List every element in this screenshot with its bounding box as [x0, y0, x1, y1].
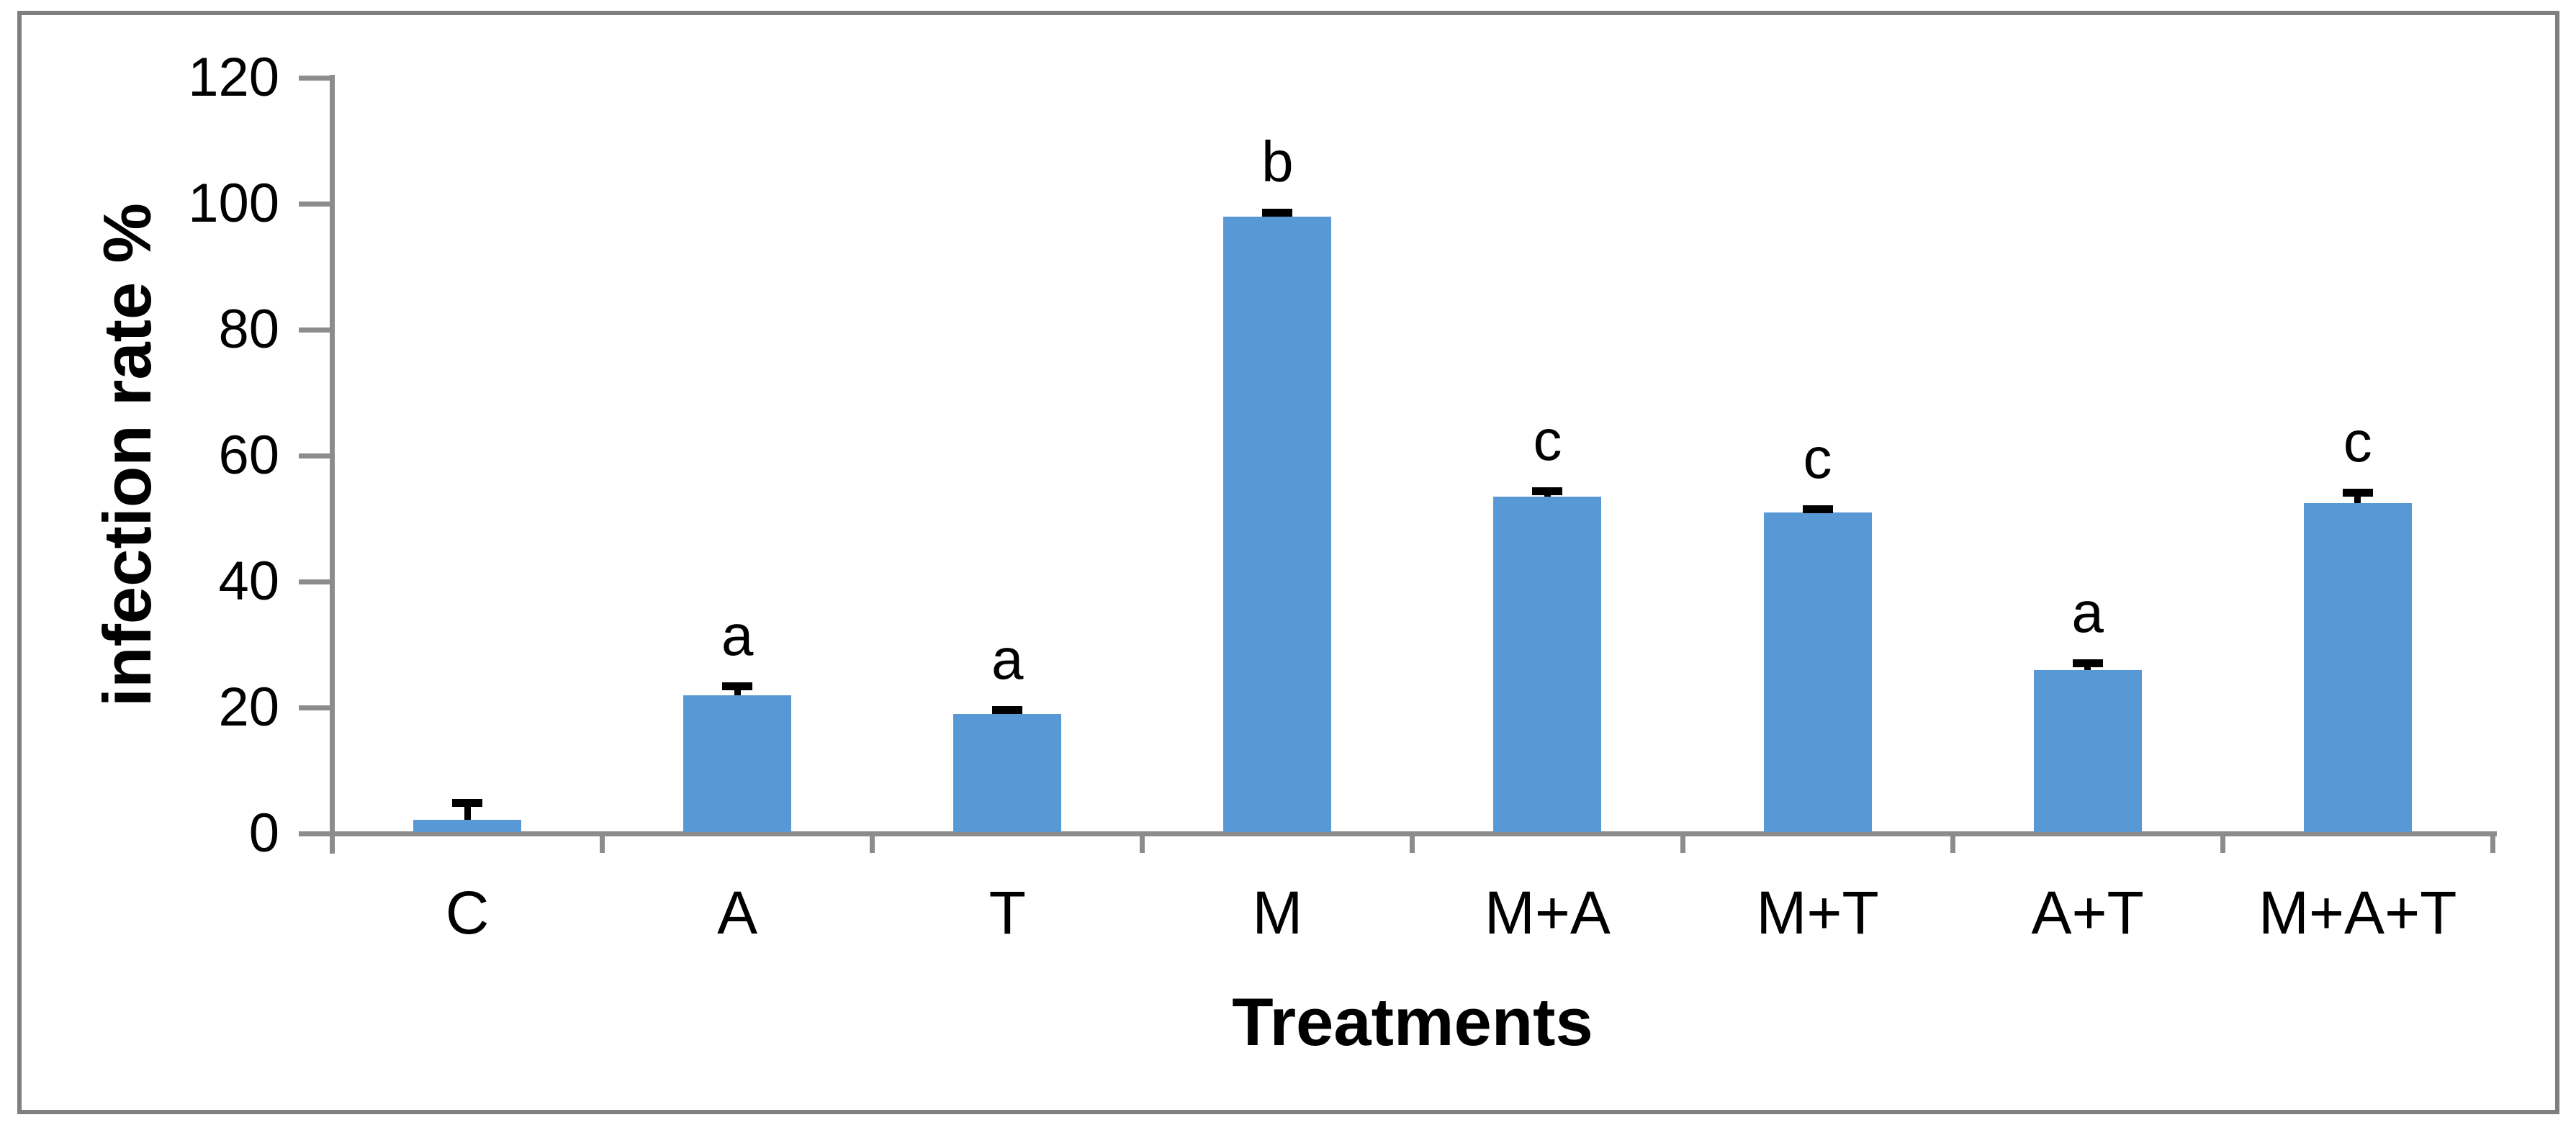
y-tick-label-40: 40 — [218, 551, 279, 612]
sig-letter-M: b — [1261, 130, 1294, 194]
bar-M+A — [1493, 496, 1602, 832]
bar-A+T — [2033, 669, 2142, 832]
sig-letter-A+T: a — [2071, 579, 2104, 644]
x-category-label-C: C — [445, 879, 490, 946]
y-tick-120 — [298, 75, 330, 81]
x-boundary-tick-8 — [2490, 833, 2495, 853]
error-bar-cap-T — [992, 706, 1023, 715]
error-bar-cap-A+T — [2072, 659, 2103, 667]
error-bar-cap-M+T — [1802, 505, 1833, 514]
figure-border — [17, 11, 2559, 1114]
bar-M — [1223, 216, 1332, 832]
y-axis-title: infection rate % — [89, 203, 165, 707]
x-category-label-M+T: M+T — [1756, 879, 1879, 946]
x-category-label-M: M — [1252, 879, 1303, 946]
x-boundary-tick-0 — [330, 833, 335, 853]
x-category-label-M+A+T: M+A+T — [2258, 879, 2457, 946]
bar-T — [953, 713, 1062, 832]
sig-letter-M+T: c — [1803, 426, 1832, 491]
x-category-label-M+A: M+A — [1484, 879, 1611, 946]
sig-letter-T: a — [991, 627, 1024, 692]
sig-letter-M+A+T: c — [2343, 409, 2372, 474]
sig-letter-M+A: c — [1533, 407, 1562, 472]
y-tick-label-60: 60 — [218, 425, 279, 486]
y-tick-40 — [298, 579, 330, 584]
bar-M+A+T — [2303, 502, 2412, 832]
error-bar-stem-M+A+T — [2354, 496, 2361, 503]
x-boundary-tick-6 — [1950, 833, 1955, 853]
error-bar-stem-A — [734, 690, 741, 695]
y-tick-label-120: 120 — [188, 47, 279, 108]
bar-M+T — [1763, 512, 1872, 832]
error-bar-stem-C — [464, 806, 471, 820]
x-category-label-A+T: A+T — [2031, 879, 2144, 946]
x-boundary-tick-5 — [1680, 833, 1685, 853]
sig-letter-A: a — [721, 603, 754, 667]
y-tick-label-20: 20 — [218, 677, 279, 738]
bar-A — [683, 695, 792, 832]
error-bar-cap-A — [722, 682, 753, 690]
error-bar-stem-M+A — [1544, 494, 1551, 497]
error-bar-stem-A+T — [2084, 667, 2091, 670]
x-boundary-tick-3 — [1140, 833, 1145, 853]
error-bar-cap-C — [452, 798, 483, 807]
y-tick-label-100: 100 — [188, 173, 279, 234]
error-bar-cap-M+A — [1532, 487, 1563, 495]
x-boundary-tick-2 — [870, 833, 875, 853]
x-boundary-tick-4 — [1410, 833, 1415, 853]
error-bar-cap-M+A+T — [2342, 488, 2373, 497]
y-tick-20 — [298, 705, 330, 710]
x-category-label-T: T — [988, 879, 1026, 946]
y-tick-label-0: 0 — [248, 803, 279, 864]
y-tick-60 — [298, 453, 330, 458]
y-tick-0 — [298, 831, 330, 836]
x-boundary-tick-7 — [2220, 833, 2225, 853]
x-axis-title: Treatments — [1232, 984, 1593, 1060]
y-axis-line — [330, 75, 335, 854]
y-tick-80 — [298, 327, 330, 333]
x-category-label-A: A — [717, 879, 758, 946]
error-bar-cap-M — [1262, 209, 1293, 217]
bar-C — [413, 819, 522, 832]
x-boundary-tick-1 — [600, 833, 605, 853]
y-tick-label-80: 80 — [218, 299, 279, 360]
y-tick-100 — [298, 201, 330, 207]
